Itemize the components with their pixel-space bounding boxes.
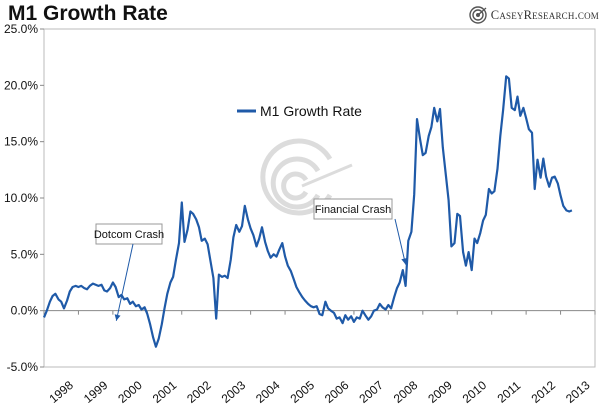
- x-tick-label: 2006: [322, 378, 352, 406]
- y-axis: -5.0% 0.0% 5.0% 10.0% 15.0% 20.0% 25.0%: [4, 22, 44, 374]
- annotation-arrow: [115, 243, 134, 321]
- x-tick-label: 2001: [150, 378, 180, 406]
- y-tick-label: -5.0%: [7, 360, 39, 374]
- x-tick-label: 2002: [184, 378, 214, 406]
- y-tick-label: 0.0%: [11, 304, 39, 318]
- x-tick-label: 2010: [460, 378, 490, 406]
- watermark-swirl-icon: [260, 138, 353, 216]
- x-tick-label: 2000: [115, 378, 145, 406]
- annotations: Dotcom Crash Financial Crash: [94, 198, 408, 321]
- legend: M1 Growth Rate: [237, 103, 362, 119]
- plot-frame: [43, 28, 596, 368]
- y-tick-label: 5.0%: [11, 247, 39, 261]
- x-tick-label: 2012: [529, 378, 559, 406]
- x-tick-label: 2009: [425, 378, 455, 406]
- y-tick-label: 20.0%: [4, 78, 38, 92]
- x-tick-label: 2005: [288, 378, 318, 406]
- x-tick-label: 2008: [391, 378, 421, 406]
- x-tick-label: 2011: [495, 378, 524, 406]
- brand-name: CaseyResearch.com: [490, 7, 599, 22]
- annotation-arrowhead: [114, 314, 121, 321]
- chart-title: M1 Growth Rate: [8, 2, 168, 25]
- annotation-arrow: [394, 218, 407, 265]
- annotation-arrowhead: [401, 257, 408, 265]
- y-tick-label: 10.0%: [4, 191, 38, 205]
- target-swirl-icon: [469, 6, 487, 24]
- x-axis: 1998 1999 2000 2001 2002 2003 2004 2005 2006 2007…: [43, 310, 596, 406]
- annotation-label: Financial Crash: [315, 204, 391, 216]
- y-tick-label: 25.0%: [4, 22, 38, 36]
- legend-entry: M1 Growth Rate: [260, 103, 362, 119]
- x-tick-label: 2013: [563, 378, 593, 406]
- x-tick-label: 1999: [81, 378, 111, 406]
- annotation-label: Dotcom Crash: [94, 229, 164, 241]
- brand-logo: CaseyResearch.com: [469, 6, 599, 24]
- series-line-m1-growth-rate: [42, 75, 573, 348]
- x-tick-label: 2004: [253, 378, 283, 406]
- y-tick-label: 15.0%: [4, 135, 38, 149]
- annotation-box: [95, 223, 163, 245]
- x-tick-label: 2007: [356, 378, 386, 406]
- x-tick-label: 2003: [219, 378, 249, 406]
- x-tick-label: 1998: [46, 378, 76, 406]
- annotation-box: [313, 198, 393, 220]
